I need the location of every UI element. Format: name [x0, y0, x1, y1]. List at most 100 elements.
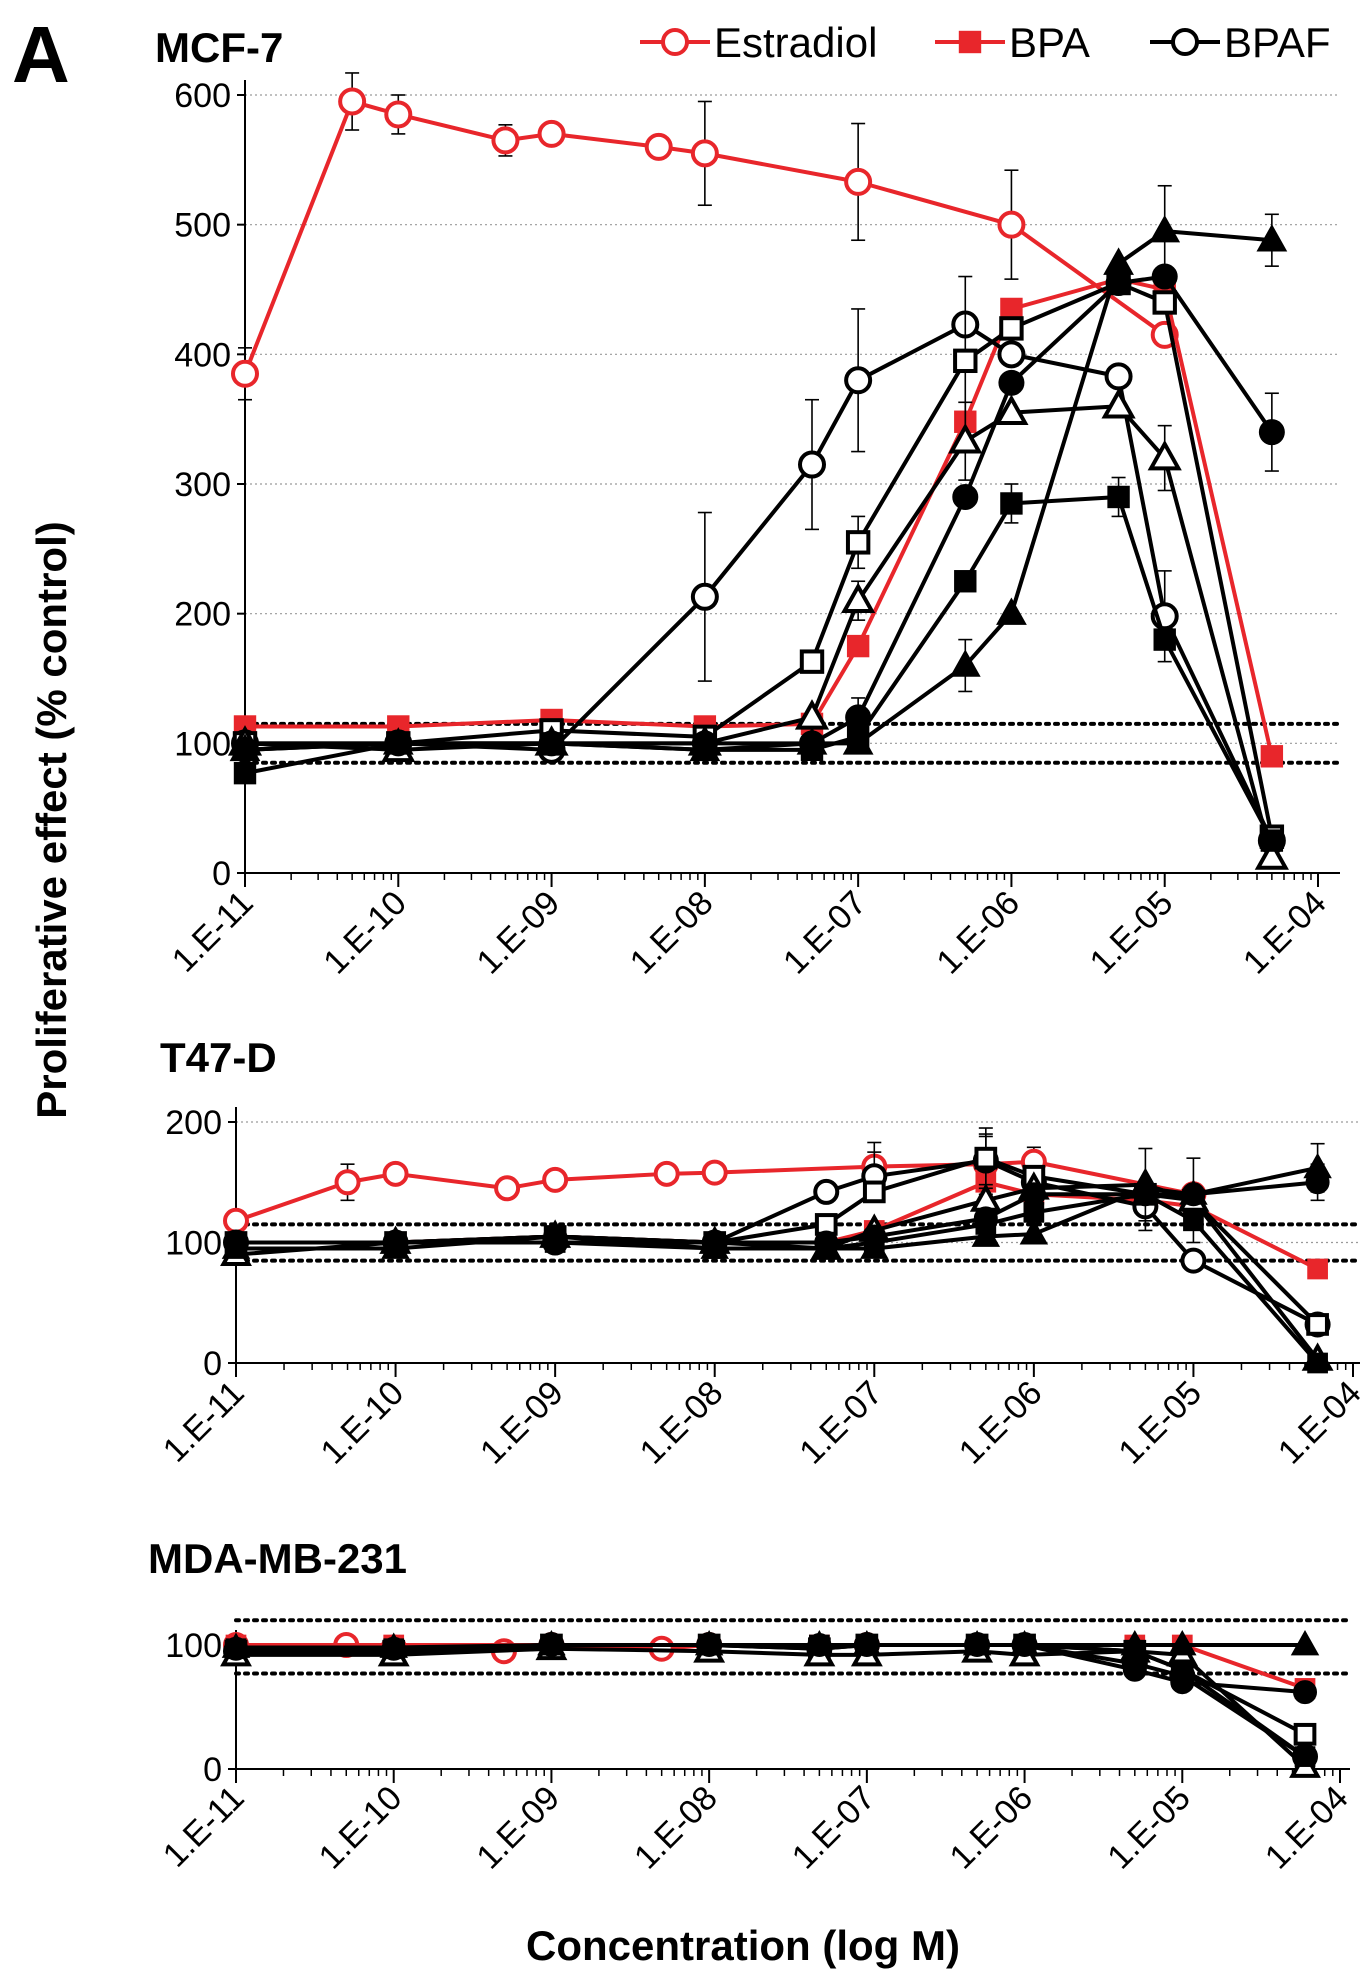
series-estradiol: [231, 72, 1179, 401]
data-point: [1023, 1202, 1045, 1223]
data-point: [382, 1160, 409, 1187]
data-point: [974, 1146, 998, 1170]
data-point: [1019, 1219, 1049, 1245]
data-point: [1294, 1746, 1316, 1767]
data-point: [689, 733, 721, 762]
x-tick-label: 1.E-05: [1083, 884, 1181, 982]
x-axis-title: Concentration (log M): [526, 1922, 960, 1969]
data-point: [949, 649, 981, 677]
data-point: [231, 359, 259, 388]
data-point: [1179, 1179, 1208, 1205]
series-compound-8: [221, 1629, 1320, 1658]
y-tick-label: 100: [165, 1627, 222, 1665]
data-point: [1258, 419, 1285, 446]
data-point: [1260, 745, 1284, 768]
x-tick-label: 1.E-07: [776, 884, 874, 982]
data-point: [996, 597, 1027, 625]
series-line: [244, 494, 1274, 842]
series-bpaf: [231, 308, 1286, 855]
data-point: [223, 1207, 249, 1234]
series-line: [244, 404, 1274, 858]
legend-label: Estradiol: [714, 19, 877, 66]
data-point: [221, 1632, 251, 1658]
data-point: [797, 450, 826, 479]
data-point: [537, 1629, 566, 1656]
y-tick-label: 600: [174, 77, 231, 115]
data-point: [799, 649, 825, 674]
x-tick-label: 1.E-08: [627, 1779, 725, 1877]
series-compound-8: [229, 184, 1288, 762]
data-point: [1168, 1629, 1197, 1656]
x-tick-label: 1.E-10: [312, 1779, 410, 1877]
chart-panel-3: MDA-MB-231 0 100 1.E-11 1.E-10 1.E-09 1.E-08 1.…: [148, 1535, 1356, 1877]
series-compound-8: [221, 1142, 1332, 1259]
data-point: [796, 727, 828, 755]
data-point: [997, 210, 1026, 239]
data-point: [1303, 1152, 1332, 1179]
data-point: [805, 1629, 834, 1656]
data-point: [233, 761, 257, 785]
data-point: [221, 1233, 251, 1259]
data-point: [813, 1178, 840, 1205]
x-tick-label: 1.E-10: [314, 1374, 412, 1472]
data-point: [1103, 247, 1134, 275]
y-tick-label: 0: [212, 855, 231, 893]
data-point: [1122, 1657, 1147, 1682]
y-tick-label: 200: [174, 596, 231, 634]
data-point: [653, 1160, 680, 1187]
data-point: [338, 87, 367, 116]
data-point: [1254, 839, 1289, 870]
legend-item-bpaf: BPAF: [1150, 19, 1331, 66]
x-tick-label: 1.E-11: [165, 884, 261, 980]
data-point: [381, 1233, 410, 1259]
data-point: [1107, 485, 1130, 509]
x-tick-label: 1.E-11: [156, 1779, 252, 1875]
data-point: [1152, 290, 1177, 315]
data-point: [971, 1221, 1001, 1247]
data-point: [998, 369, 1025, 396]
x-tick-label: 1.E-06: [952, 1374, 1050, 1472]
x-tick-label: 1.E-10: [316, 884, 414, 982]
series-estradiol: [223, 1133, 1207, 1234]
data-point: [700, 1233, 729, 1259]
data-point: [694, 1629, 724, 1656]
data-point: [958, 30, 982, 54]
data-point: [540, 1221, 570, 1247]
data-point: [999, 316, 1024, 341]
chart-panel-2: T47-D 0 100 200 1.E-11 1.E-10 1.E-09 1.E-08 1.E-…: [156, 1034, 1363, 1472]
x-tick-label: 1.E-08: [633, 1374, 731, 1472]
series-line: [245, 277, 1274, 757]
chart-panel-1: MCF-7 0 100 200 300 400 500 600 1.E-11 1.E-10 1.E-…: [155, 24, 1342, 982]
panel-title: MCF-7: [155, 24, 283, 71]
x-tick-label: 1.E-09: [470, 884, 568, 982]
y-axis-title: Proliferative effect (% control): [28, 521, 75, 1118]
y-tick-label: 0: [203, 1751, 222, 1789]
legend: Estradiol BPA BPAF: [640, 19, 1331, 66]
data-point: [1104, 362, 1133, 391]
data-point: [1120, 1629, 1150, 1656]
x-tick-label: 1.E-11: [156, 1374, 252, 1470]
data-point: [690, 139, 719, 168]
x-tick-label: 1.E-07: [785, 1779, 883, 1877]
data-point: [1000, 297, 1023, 321]
y-tick-label: 100: [165, 1225, 222, 1263]
data-point: [952, 483, 979, 510]
data-point: [1147, 439, 1182, 471]
data-point: [537, 119, 566, 148]
y-tick-label: 100: [174, 725, 231, 763]
data-point: [1183, 1210, 1204, 1232]
y-tick-label: 0: [203, 1345, 222, 1383]
x-tick-label: 1.E-05: [1111, 1374, 1209, 1472]
data-point: [1290, 1629, 1320, 1656]
data-point: [953, 348, 978, 374]
data-point: [1171, 1659, 1193, 1681]
x-tick-label: 1.E-09: [469, 1779, 567, 1877]
panel-title: T47-D: [160, 1034, 277, 1081]
data-point: [1000, 492, 1023, 515]
y-tick-label: 200: [165, 1104, 222, 1142]
panel-title: MDA-MB-231: [148, 1535, 407, 1582]
data-point: [1307, 1352, 1328, 1374]
data-point: [379, 1632, 408, 1658]
data-point: [1180, 1247, 1207, 1274]
